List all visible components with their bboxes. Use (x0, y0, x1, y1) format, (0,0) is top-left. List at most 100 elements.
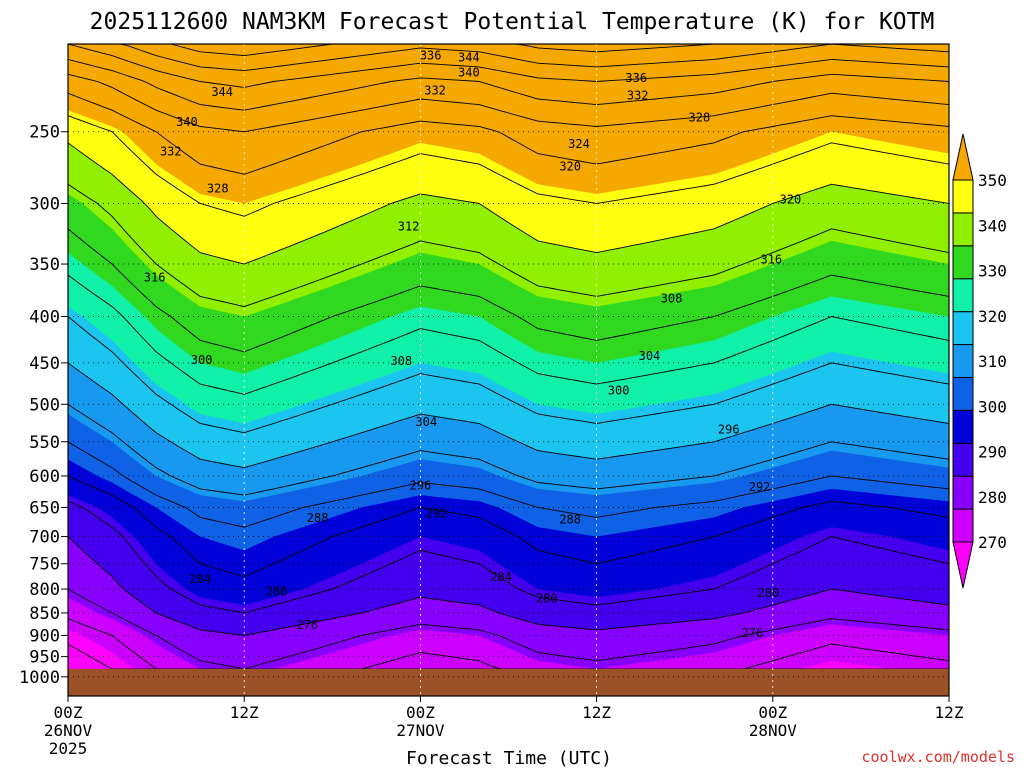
colorbar-label: 320 (978, 307, 1007, 326)
contour-312 (68, 228, 949, 353)
colorbar-label: 280 (978, 488, 1007, 507)
contour-288 (68, 475, 949, 578)
x-tick-label: 12Z (230, 703, 259, 722)
contour-label: 316 (144, 270, 166, 284)
y-tick-label: 300 (29, 194, 60, 214)
contour-label: 336 (625, 71, 647, 85)
y-tick-label: 700 (29, 528, 60, 548)
colorbar-label: 350 (978, 171, 1007, 190)
contour-296 (68, 403, 949, 496)
y-tick-label: 400 (29, 308, 60, 328)
contour-label: 340 (458, 65, 480, 79)
colorbar-segment (952, 245, 974, 280)
contour-344 (68, 44, 949, 72)
contour-label: 280 (266, 585, 288, 599)
y-tick-label: 500 (29, 395, 60, 415)
contour-label: 344 (211, 85, 233, 99)
contour-label: 332 (627, 89, 649, 103)
contour-300 (68, 362, 949, 469)
colorbar-label: 300 (978, 397, 1007, 416)
colorbar-label: 290 (978, 443, 1007, 462)
contour-label: 304 (415, 415, 437, 429)
contour-328 (68, 92, 949, 175)
colorbar-segment (952, 508, 974, 543)
x-tick-label: 12Z (935, 703, 964, 722)
plot-frame (67, 43, 950, 697)
colorbar-segment (952, 442, 974, 477)
x-tick-year: 2025 (49, 739, 88, 758)
contour-336 (68, 58, 949, 111)
contour-label: 284 (490, 570, 512, 584)
y-tick-label: 750 (29, 555, 60, 575)
contour-label: 300 (191, 353, 213, 367)
y-tick-label: 1000 (19, 668, 60, 688)
contour-label: 296 (410, 479, 432, 493)
colorbar-label: 270 (978, 533, 1007, 552)
contour-label: 308 (661, 291, 683, 305)
contour-label: 320 (559, 159, 581, 173)
contour-284 (68, 500, 949, 614)
contour-label: 336 (420, 49, 442, 63)
contour-label: 276 (296, 618, 318, 632)
colorbar-segment (952, 212, 974, 247)
credit-label: coolwx.com/models (861, 748, 1015, 766)
contour-280 (68, 536, 949, 636)
contour-label: 324 (568, 137, 590, 151)
contour-label: 296 (718, 422, 740, 436)
contour-label: 316 (760, 253, 782, 267)
contour-label: 312 (398, 219, 420, 233)
y-tick-label: 900 (29, 626, 60, 646)
colorbar-label: 340 (978, 216, 1007, 235)
y-tick-label: 350 (29, 255, 60, 275)
contour-332 (68, 73, 949, 133)
contour-label: 292 (426, 506, 448, 520)
contour-label: 300 (608, 384, 630, 398)
contour-320 (68, 142, 949, 265)
colorbar-label: 330 (978, 262, 1007, 281)
contour-label: 332 (160, 145, 182, 159)
colorbar-segment (952, 311, 974, 346)
y-axis: 2503003504004505005506006507007508008509… (19, 123, 68, 688)
contour-308 (68, 274, 949, 395)
colorbar-label: 310 (978, 352, 1007, 371)
heatmap-fill (68, 44, 949, 696)
contour-340 (68, 44, 949, 88)
colorbar: 270 280 290 300 310 320 330 340 350 (952, 133, 1007, 589)
contour-label: 288 (307, 511, 329, 525)
contour-label: 284 (189, 572, 211, 586)
x-tick-label: 00Z (54, 703, 83, 722)
colorbar-segment (952, 376, 974, 411)
y-tick-label: 600 (29, 467, 60, 487)
x-tick-label: 00Z (406, 703, 435, 722)
colorbar-max-arrow (952, 133, 974, 181)
contour-label: 304 (639, 349, 661, 363)
x-tick-date: 28NOV (749, 721, 798, 740)
contour-label: 288 (559, 512, 581, 526)
contour-label: 308 (390, 354, 412, 368)
contour-label: 280 (758, 586, 780, 600)
x-axis-label: Forecast Time (UTC) (406, 748, 612, 768)
x-tick-label: 12Z (582, 703, 611, 722)
contour-label: 340 (176, 115, 198, 129)
colorbar-segment (952, 409, 974, 444)
contour-label: 328 (207, 182, 229, 196)
contour-label: 276 (741, 626, 763, 640)
contour-label: 344 (458, 51, 480, 65)
colorbar-segment (952, 475, 974, 510)
contour-label: 328 (689, 110, 711, 124)
x-tick-date: 27NOV (396, 721, 445, 740)
y-tick-label: 250 (29, 123, 60, 143)
x-tick-date: 26NOV (44, 721, 93, 740)
y-tick-label: 800 (29, 580, 60, 600)
contour-316 (68, 183, 949, 308)
y-tick-label: 850 (29, 604, 60, 624)
contour-304 (68, 316, 949, 434)
colorbar-min-arrow (952, 541, 974, 589)
contour-324 (68, 115, 949, 217)
colorbar-segment (952, 179, 974, 214)
contour-292 (68, 441, 949, 528)
contour-label: 292 (749, 480, 771, 494)
